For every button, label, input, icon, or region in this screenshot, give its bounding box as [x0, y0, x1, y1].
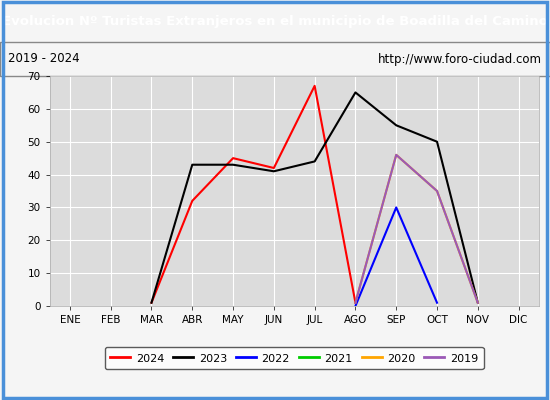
Legend: 2024, 2023, 2022, 2021, 2020, 2019: 2024, 2023, 2022, 2021, 2020, 2019: [105, 347, 483, 369]
Text: Evolucion Nº Turistas Extranjeros en el municipio de Boadilla del Camino: Evolucion Nº Turistas Extranjeros en el …: [2, 14, 548, 28]
Text: 2019 - 2024: 2019 - 2024: [8, 52, 80, 66]
Text: http://www.foro-ciudad.com: http://www.foro-ciudad.com: [378, 52, 542, 66]
